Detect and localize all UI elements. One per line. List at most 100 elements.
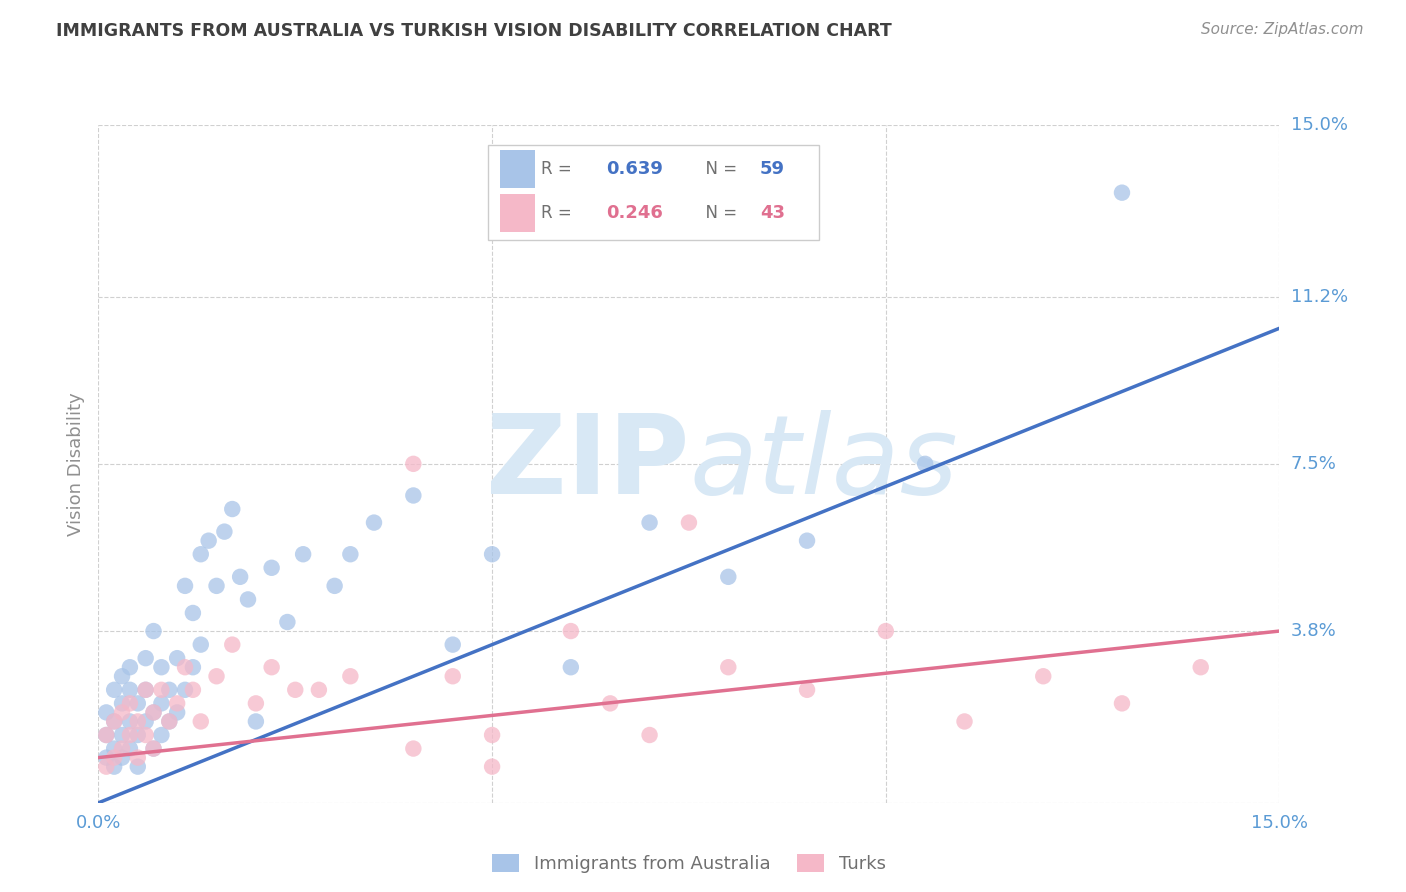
Point (1189, 660, 1212, 674)
Bar (501, 150, 536, 187)
Point (181, 606, 204, 620)
Text: 59: 59 (759, 160, 785, 178)
Point (111, 706, 134, 720)
Point (96, 706, 118, 720)
Text: 0.639: 0.639 (606, 160, 664, 178)
Point (127, 759, 149, 773)
Point (142, 741, 165, 756)
Point (103, 750, 125, 764)
Text: 43: 43 (759, 204, 785, 222)
Point (190, 547, 212, 561)
Point (323, 579, 346, 593)
Text: R =: R = (541, 204, 578, 222)
Point (181, 660, 204, 674)
Point (221, 502, 243, 516)
Text: 3.8%: 3.8% (1291, 622, 1336, 640)
Point (1032, 669, 1054, 683)
Point (560, 624, 582, 638)
Point (150, 697, 173, 711)
Point (150, 728, 173, 742)
Point (111, 750, 134, 764)
Text: 0.246: 0.246 (606, 204, 664, 222)
Point (118, 741, 141, 756)
Point (1111, 697, 1133, 711)
Point (135, 682, 157, 697)
Text: ZIP: ZIP (485, 410, 689, 517)
Text: 11.2%: 11.2% (1291, 287, 1348, 306)
Point (103, 759, 125, 773)
Point (481, 728, 503, 742)
Point (292, 547, 315, 561)
Point (796, 533, 818, 548)
Point (205, 669, 228, 683)
Point (229, 570, 252, 584)
Point (402, 457, 425, 471)
Point (127, 697, 149, 711)
Point (205, 579, 228, 593)
Point (174, 579, 197, 593)
Point (441, 638, 464, 652)
Point (402, 741, 425, 756)
Point (103, 714, 125, 729)
Point (118, 728, 141, 742)
Point (127, 750, 149, 764)
Point (481, 547, 503, 561)
Point (111, 741, 134, 756)
Point (135, 651, 157, 665)
Point (103, 682, 125, 697)
Point (339, 669, 361, 683)
Point (260, 660, 283, 674)
Point (214, 524, 236, 539)
Point (118, 714, 141, 729)
Point (1111, 186, 1133, 200)
Point (96, 750, 118, 764)
Text: N =: N = (695, 204, 742, 222)
Point (96, 728, 118, 742)
Text: Source: ZipAtlas.com: Source: ZipAtlas.com (1201, 22, 1364, 37)
Point (150, 682, 173, 697)
Point (875, 624, 897, 638)
Point (260, 561, 283, 575)
Point (111, 669, 134, 683)
Point (96, 728, 118, 742)
Point (245, 697, 267, 711)
Point (560, 660, 582, 674)
Point (481, 759, 503, 773)
Point (245, 714, 267, 729)
Point (284, 682, 307, 697)
Point (166, 697, 188, 711)
Point (135, 728, 157, 742)
Point (135, 682, 157, 697)
Point (118, 682, 141, 697)
Point (111, 728, 134, 742)
Point (678, 516, 700, 530)
Text: N =: N = (695, 160, 742, 178)
Point (142, 624, 165, 638)
Text: 7.5%: 7.5% (1291, 455, 1337, 473)
Point (174, 660, 197, 674)
Point (96, 759, 118, 773)
FancyBboxPatch shape (488, 145, 818, 240)
Y-axis label: Vision Disability: Vision Disability (66, 392, 84, 536)
Point (638, 516, 661, 530)
Point (166, 651, 188, 665)
Point (118, 697, 141, 711)
Point (157, 714, 180, 729)
Point (363, 516, 385, 530)
Point (142, 741, 165, 756)
Point (103, 741, 125, 756)
Point (157, 682, 180, 697)
Point (127, 714, 149, 729)
Point (276, 615, 298, 629)
Point (638, 728, 661, 742)
Point (157, 714, 180, 729)
Point (174, 682, 197, 697)
Point (402, 488, 425, 502)
Point (135, 714, 157, 729)
Point (914, 457, 936, 471)
Point (197, 533, 219, 548)
Point (236, 592, 259, 607)
Point (717, 570, 740, 584)
Point (308, 682, 330, 697)
Text: atlas: atlas (689, 410, 957, 517)
